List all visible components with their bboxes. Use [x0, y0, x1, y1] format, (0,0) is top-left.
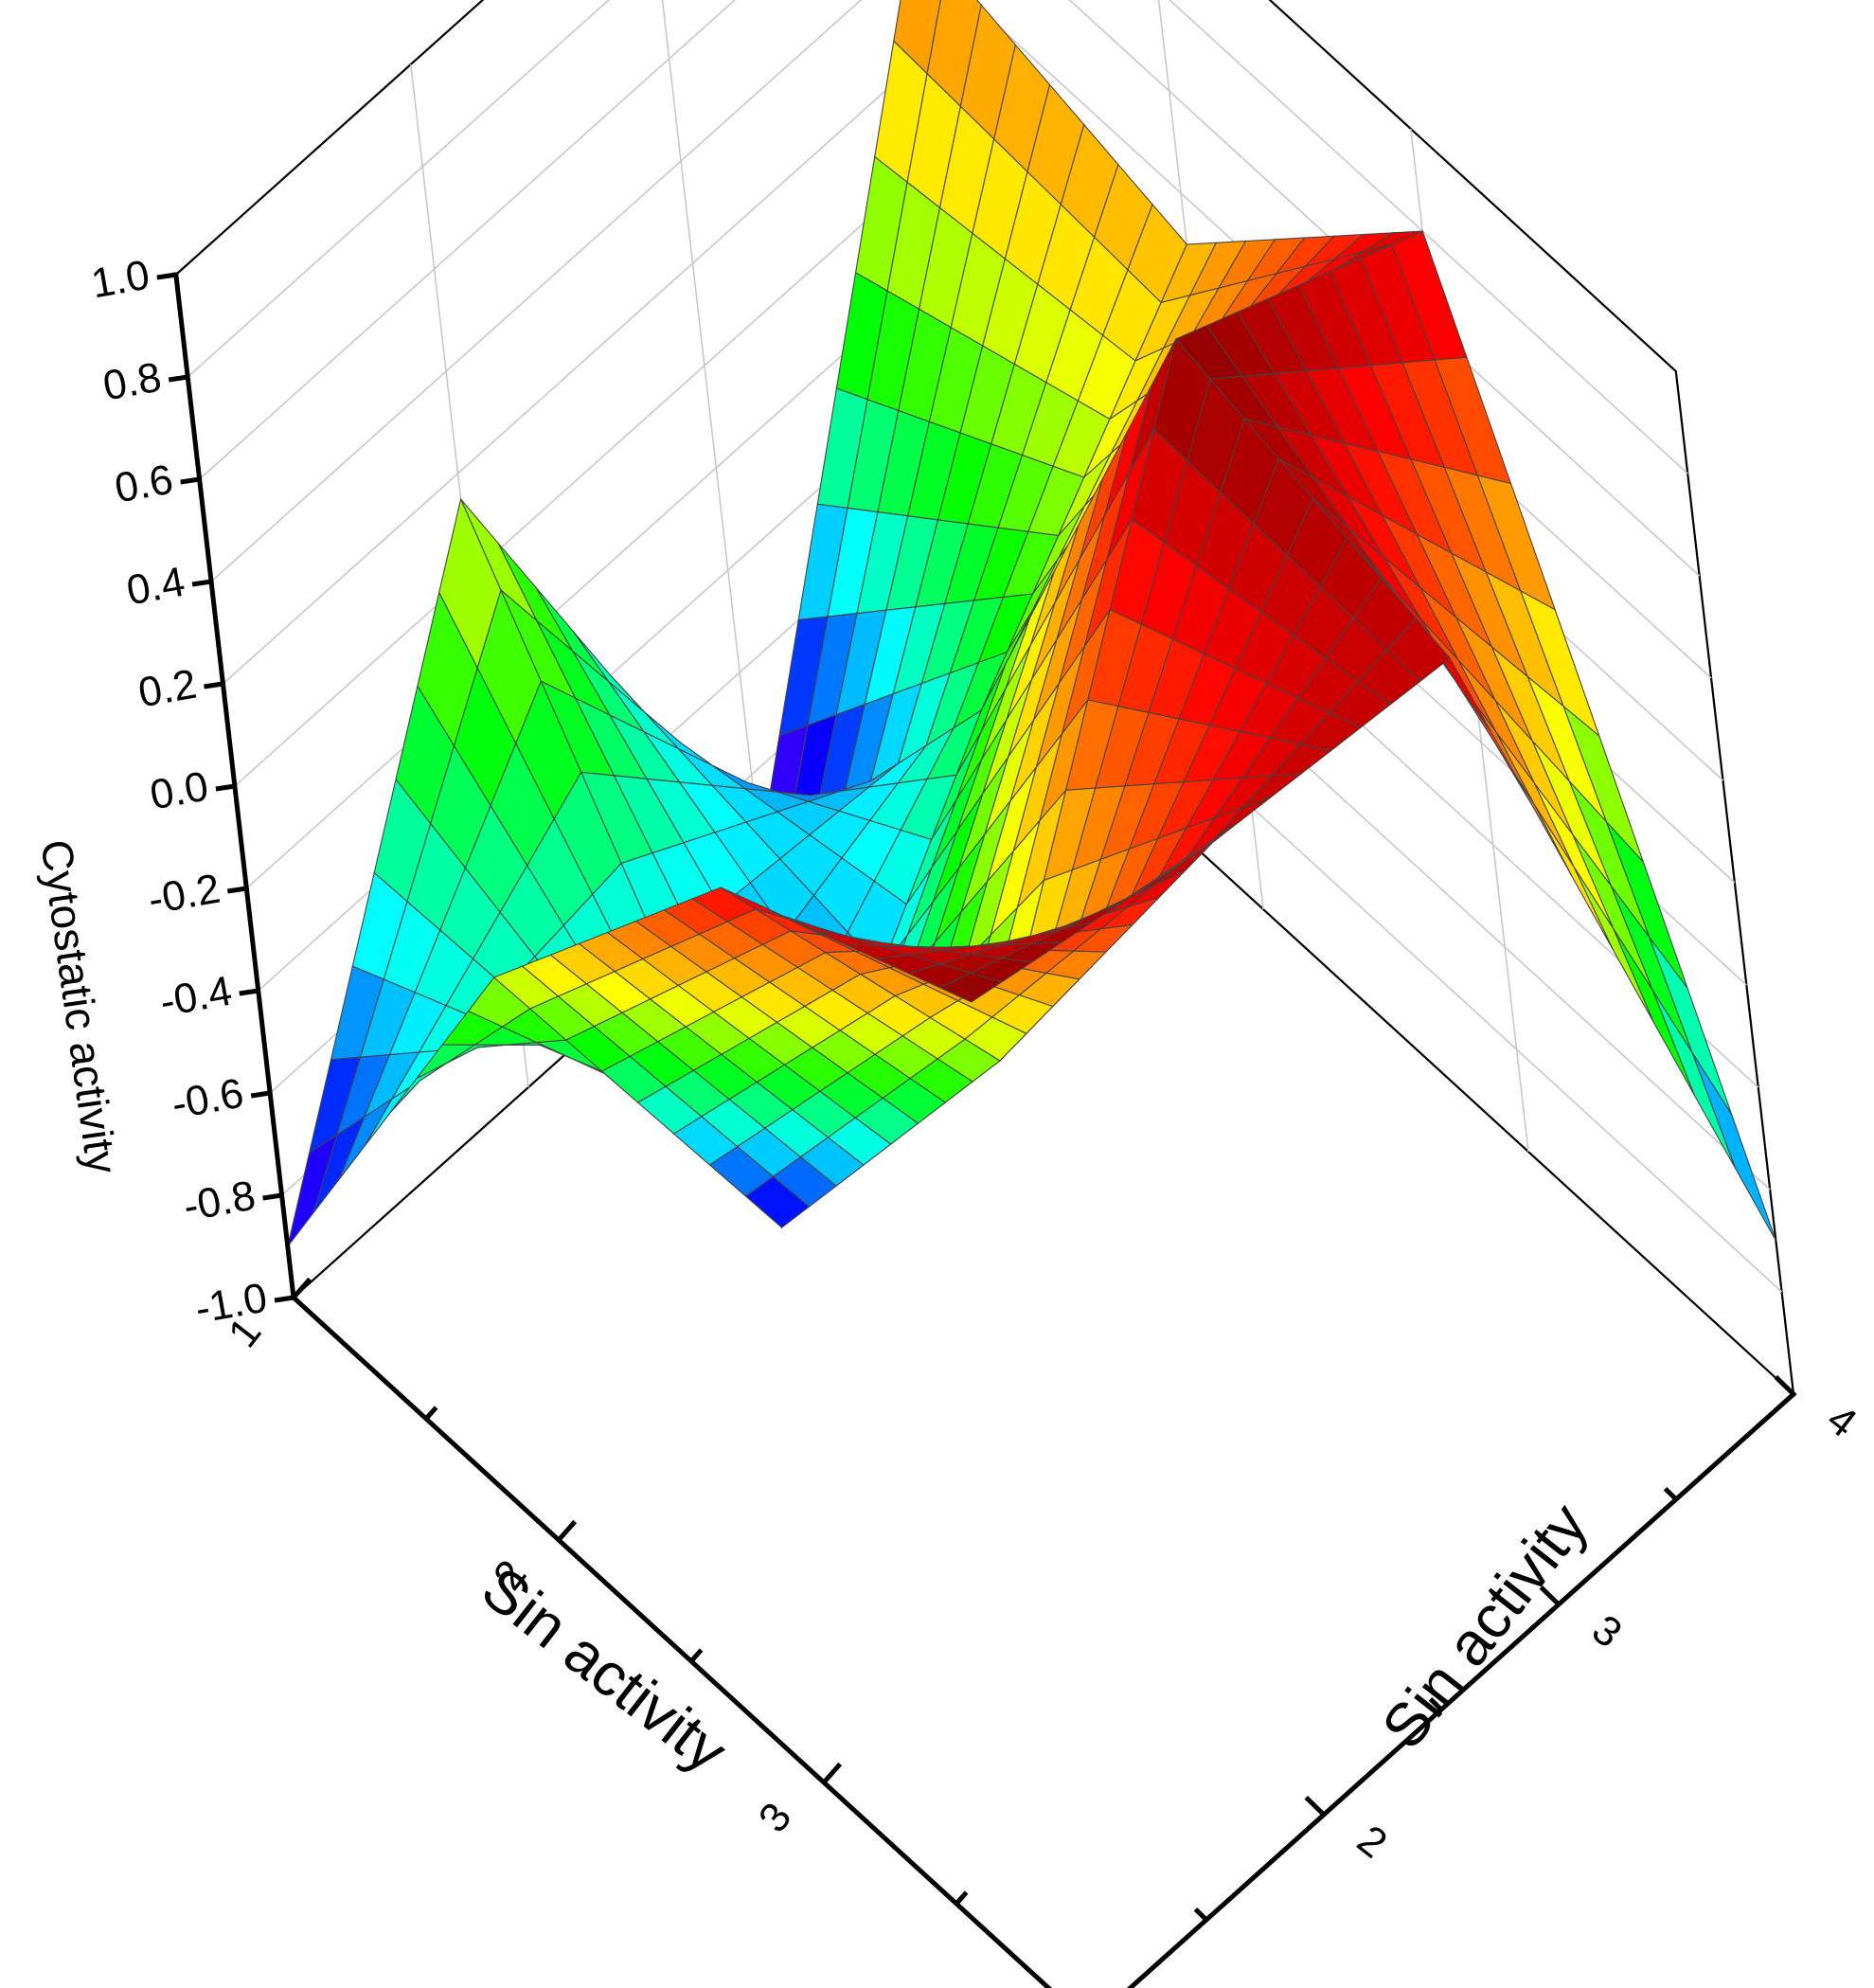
z-tick [215, 783, 236, 792]
x-tick [689, 1648, 704, 1663]
y-tick-label: 4 [1818, 1396, 1865, 1447]
x-axis-line [290, 1294, 1053, 1988]
z-tick-label: -0.4 [156, 968, 235, 1026]
surface-cell [938, 972, 1003, 1003]
z-tick-label: -0.6 [169, 1070, 247, 1128]
z-tick [239, 988, 259, 996]
y-tick [1304, 1796, 1326, 1817]
z-tick [226, 886, 247, 894]
y-axis-title: Sin activity [1368, 1491, 1600, 1761]
z-tick [180, 476, 201, 485]
y-tick-label: 3 [1583, 1606, 1630, 1657]
z-tick [191, 579, 212, 587]
x-tick [822, 1762, 843, 1784]
z-tick-label: 0.2 [134, 661, 200, 717]
z-tick [274, 1295, 294, 1303]
z-tick-label: 1.0 [88, 252, 153, 308]
x-tick [557, 1519, 578, 1542]
x-tick [292, 1277, 312, 1299]
axes: -1.0-0.8-0.6-0.4-0.20.00.20.40.60.81.012… [88, 252, 1865, 1988]
z-tick-label: -0.2 [145, 866, 223, 923]
z-tick-label: 0.4 [123, 559, 188, 615]
x-tick [955, 1890, 969, 1906]
y-tick [1193, 1907, 1208, 1922]
z-axis-title: Cytostatic activity [31, 836, 127, 1176]
z-tick [168, 374, 188, 383]
surface [287, 0, 1776, 1247]
x-tick-label: 3 [750, 1794, 801, 1840]
z-tick [250, 1090, 271, 1099]
y-tick [1428, 1697, 1443, 1711]
z-tick-label: 0.6 [112, 457, 177, 512]
z-tick-label: -0.8 [180, 1173, 259, 1230]
y-tick [1774, 1375, 1795, 1396]
z-tick [262, 1192, 282, 1201]
y-tick-label: 2 [1348, 1817, 1395, 1868]
z-tick [204, 681, 223, 690]
x-tick [424, 1406, 438, 1421]
surface-cell [1691, 1052, 1776, 1242]
y-tick [1539, 1585, 1561, 1606]
z-tick [156, 272, 177, 280]
z-tick-label: 0.0 [147, 763, 212, 819]
y-tick [1663, 1487, 1678, 1501]
y-gridline [661, 0, 764, 878]
z-tick-label: 0.8 [99, 354, 165, 410]
